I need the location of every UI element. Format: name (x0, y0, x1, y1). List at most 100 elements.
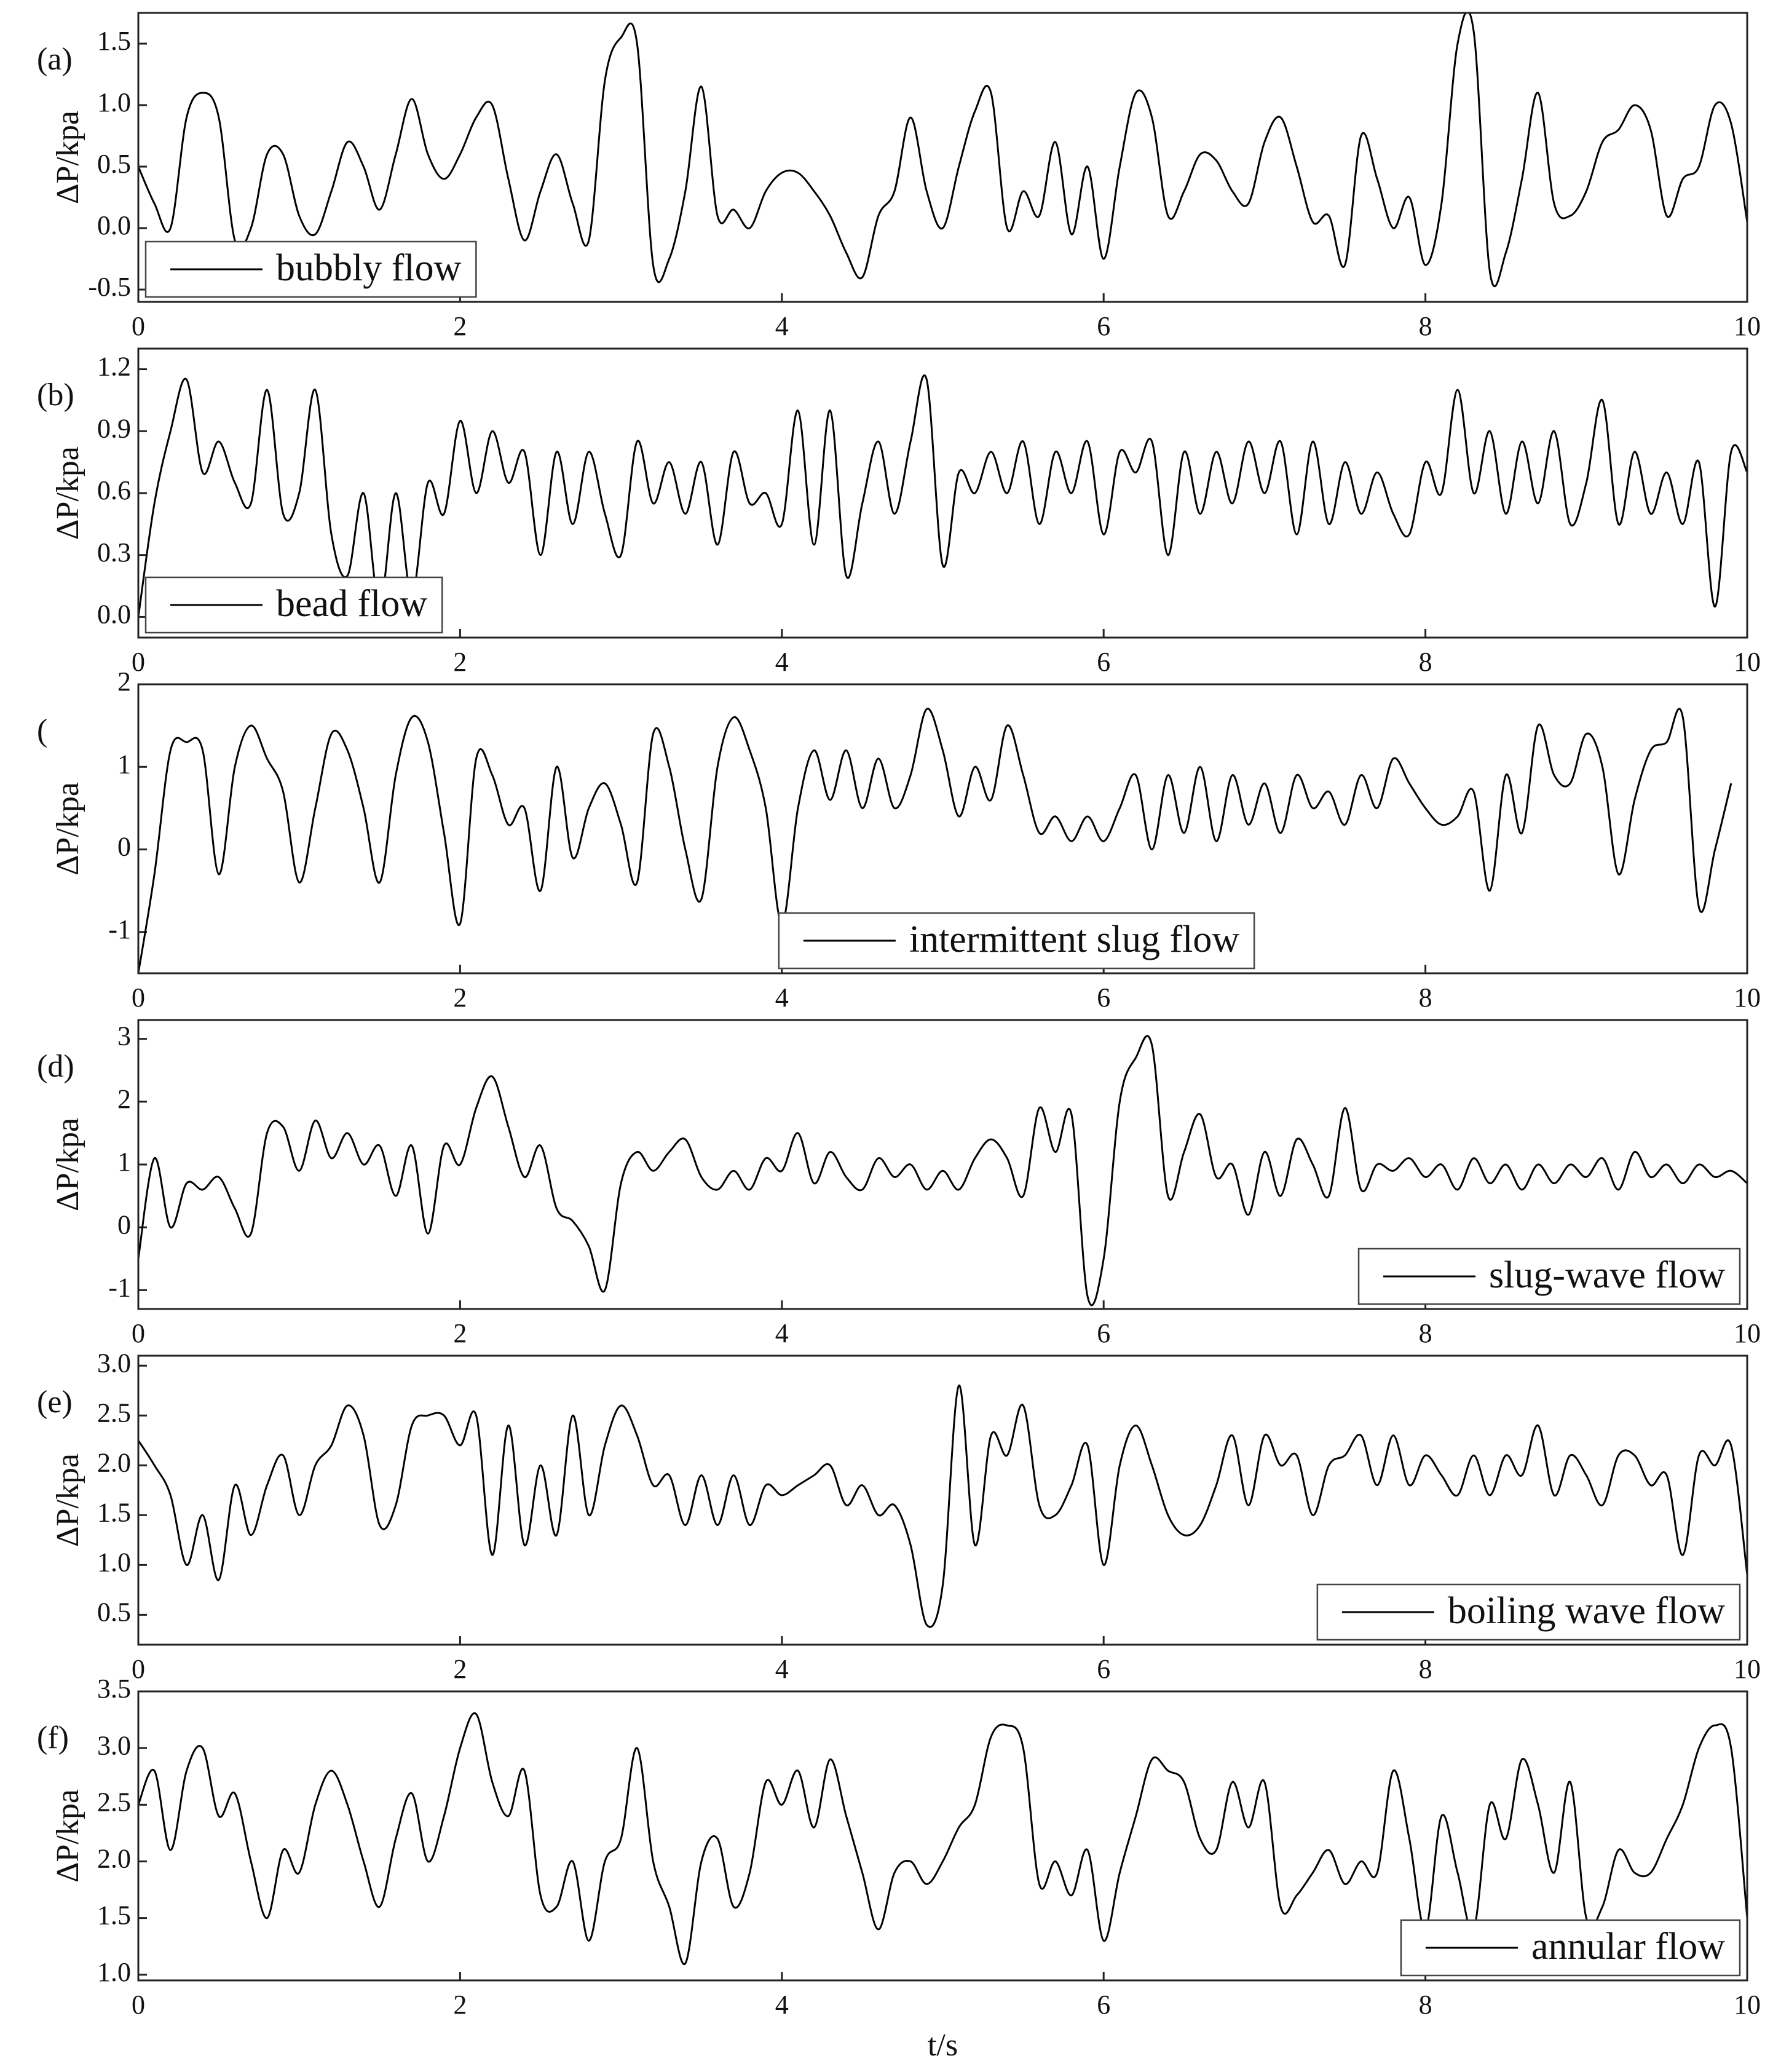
x-tick-label: 2 (453, 1318, 467, 1348)
y-tick-label: 1.0 (97, 1957, 131, 1987)
subplot: 0.0 0.3 0.6 0.9 1.2 0 2 4 6 8 10 (b) ΔP/kpa bead flow (37, 347, 1761, 677)
x-tick-label: 6 (1097, 1990, 1110, 2020)
x-tick-label: 8 (1419, 1318, 1432, 1348)
y-tick-label: 2.0 (97, 1447, 131, 1477)
series-line (138, 1385, 1747, 1628)
x-axis-label: t/s (928, 2028, 958, 2063)
y-tick-label: 2.5 (97, 1787, 131, 1817)
y-axis-label: ΔP/kpa (50, 446, 85, 540)
x-tick-label: 4 (775, 1990, 789, 2020)
y-tick-label: 2.0 (97, 1844, 131, 1874)
x-tick-label: 8 (1419, 1654, 1432, 1684)
x-tick-label: 10 (1734, 1990, 1761, 2020)
axes-frame (137, 12, 1748, 303)
x-tick-label: 0 (132, 647, 145, 677)
y-axis-label: ΔP/kpa (50, 1453, 85, 1547)
x-tick-label: 0 (132, 983, 145, 1013)
subplot: -1 0 1 2 0 2 4 6 8 10 (ΔP/kpa intermittent slug flo… (37, 666, 1761, 1013)
series-line (138, 374, 1747, 617)
legend-label: boiling wave flow (1448, 1590, 1725, 1632)
y-tick-label: 1.5 (97, 1900, 131, 1931)
x-tick-label: 8 (1419, 1990, 1432, 2020)
y-tick-label: 0.6 (97, 475, 131, 505)
x-tick-label: 4 (775, 983, 789, 1013)
y-tick-label: 0.5 (97, 149, 131, 179)
panel-label: (f) (37, 1720, 69, 1755)
x-tick-label: 4 (775, 647, 789, 677)
y-tick-label: -0.5 (88, 272, 131, 302)
y-axis-label: ΔP/kpa (50, 1118, 85, 1211)
x-tick-label: 4 (775, 1654, 789, 1684)
y-tick-label: 1.5 (97, 1497, 131, 1527)
x-tick-label: 4 (775, 1318, 789, 1348)
x-tick-label: 6 (1097, 311, 1110, 341)
axes-frame (137, 1019, 1748, 1310)
x-tick-label: 4 (775, 311, 789, 341)
axes-frame (137, 1354, 1748, 1646)
legend: annular flow (1400, 1919, 1741, 1977)
series-line (138, 13, 1747, 288)
y-axis-label: ΔP/kpa (50, 1789, 85, 1883)
y-tick-label: 3 (117, 1021, 131, 1051)
y-tick-label: 2 (117, 1084, 131, 1114)
y-tick-label: 3.0 (97, 1730, 131, 1760)
x-tick-label: 2 (453, 983, 467, 1013)
y-tick-label: 1.0 (97, 87, 131, 117)
y-tick-label: -1 (108, 1272, 131, 1302)
x-tick-label: 0 (132, 1654, 145, 1684)
x-tick-label: 10 (1734, 647, 1761, 677)
series-line (138, 1712, 1747, 1966)
y-tick-label: 0.0 (97, 599, 131, 630)
y-tick-label: 1.2 (97, 352, 131, 382)
subplot: 0.5 1.0 1.5 2.0 2.5 3.0 0 2 4 6 8 10 (e) ΔP/kpa boilin… (37, 1348, 1761, 1684)
subplot: -0.5 0.0 0.5 1.0 1.5 0 2 4 6 8 10 (a) ΔP/kpa bubbly f… (37, 12, 1761, 341)
panel-label: ( (37, 713, 47, 748)
legend: intermittent slug flow (778, 912, 1255, 970)
legend-box (1316, 1583, 1741, 1641)
x-tick-label: 8 (1419, 647, 1432, 677)
panel-label: (b) (37, 378, 74, 413)
x-tick-label: 10 (1734, 311, 1761, 341)
y-tick-label: 1 (117, 1147, 131, 1177)
legend: bead flow (144, 576, 443, 634)
panel-label: (a) (37, 42, 73, 77)
x-tick-label: 2 (453, 311, 467, 341)
y-tick-label: 0.9 (97, 413, 131, 443)
x-tick-label: 10 (1734, 1654, 1761, 1684)
legend: slug-wave flow (1357, 1248, 1741, 1305)
legend-label: slug-wave flow (1489, 1254, 1725, 1296)
y-axis-label: ΔP/kpa (50, 111, 85, 204)
plot-area (138, 1035, 1747, 1307)
subplot: 1.0 1.5 2.0 2.5 3.0 3.5 0 2 4 6 8 10 (f) ΔP/kpa t/s ann… (37, 1674, 1761, 2063)
x-tick-label: 0 (132, 311, 145, 341)
x-tick-label: 10 (1734, 983, 1761, 1013)
x-tick-label: 2 (453, 647, 467, 677)
y-tick-label: 0 (117, 832, 131, 862)
y-tick-label: 0.5 (97, 1597, 131, 1627)
legend: boiling wave flow (1316, 1583, 1741, 1641)
plot-area (138, 374, 1747, 617)
plot-area (138, 13, 1747, 288)
y-tick-label: 3.5 (97, 1674, 131, 1704)
y-tick-label: 2 (117, 666, 131, 697)
y-tick-label: 1 (117, 749, 131, 779)
y-tick-label: -1 (108, 914, 131, 944)
axes-frame (137, 347, 1748, 639)
y-tick-label: 1.5 (97, 26, 131, 56)
y-tick-label: 1.0 (97, 1547, 131, 1577)
plot-area (138, 708, 1732, 973)
axes-frame (137, 1690, 1748, 1982)
axes-frame (137, 683, 1748, 975)
x-tick-label: 6 (1097, 1318, 1110, 1348)
legend-label: bead flow (276, 583, 427, 625)
x-tick-label: 6 (1097, 647, 1110, 677)
legend-label: intermittent slug flow (909, 919, 1239, 960)
x-tick-label: 2 (453, 1654, 467, 1684)
x-tick-label: 8 (1419, 983, 1432, 1013)
y-tick-label: 0.3 (97, 537, 131, 567)
x-tick-label: 8 (1419, 311, 1432, 341)
legend-label: bubbly flow (276, 247, 462, 289)
plot-area (138, 1712, 1747, 1966)
legend: bubbly flow (144, 240, 477, 298)
